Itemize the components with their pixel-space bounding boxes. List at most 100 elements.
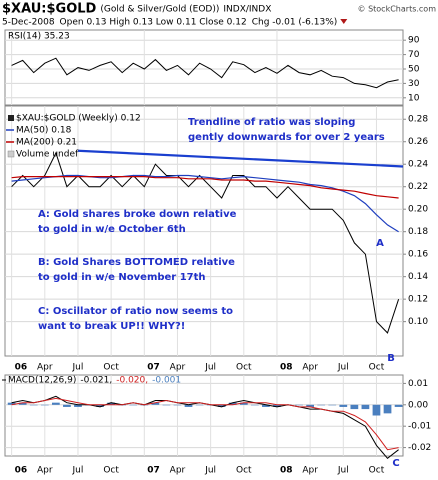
y-tick-label: 0.01 — [408, 379, 428, 389]
histogram-bar — [151, 402, 160, 405]
histogram-bar — [162, 404, 171, 406]
trendline — [77, 149, 404, 168]
histogram-bar — [250, 404, 259, 406]
histogram-bar — [394, 404, 403, 407]
histogram-bar — [383, 404, 392, 414]
y-tick-label: 0.26 — [408, 137, 428, 147]
histogram-bar — [372, 404, 381, 416]
x-tick-label: Jul — [72, 363, 84, 373]
histogram-bar — [74, 404, 82, 407]
histogram-bar — [273, 404, 281, 407]
x-tick-label: 08 — [280, 466, 293, 476]
annotation-marker: C — [392, 458, 399, 469]
x-tick-label: Apr — [170, 363, 186, 373]
x-tick-label: 06 — [15, 466, 28, 476]
series-line — [11, 174, 399, 233]
x-tick-label: Jul — [204, 466, 216, 476]
down-arrow — [340, 19, 348, 24]
histogram-bar — [18, 402, 27, 405]
y-tick-label: 0.20 — [408, 205, 428, 215]
x-tick-label: Jul — [72, 466, 84, 476]
annotation: want to break UP!! WHY?! — [38, 321, 185, 332]
histogram-bar — [306, 404, 315, 407]
legend-title: MACD(12,26,9) — [8, 376, 76, 386]
plot — [5, 106, 403, 356]
histogram-bar — [350, 404, 359, 410]
annotation: to gold in w/e November 17th — [38, 272, 206, 283]
histogram-bar — [262, 404, 270, 407]
legend-swatch — [8, 115, 14, 121]
legend-label: $XAU:$GOLD (Weekly) 0.12 — [16, 114, 141, 124]
histogram-bar — [328, 404, 337, 406]
y-tick-label: 0.00 — [408, 400, 428, 410]
x-tick-label: Apr — [37, 363, 53, 373]
y-tick-label: 90 — [408, 36, 420, 46]
series-line — [11, 151, 400, 334]
quote: Open 0.13 High 0.13 Low 0.11 Close 0.12 — [60, 18, 247, 28]
x-tick-label: Jul — [337, 363, 349, 373]
y-tick-label: 70 — [408, 50, 420, 60]
date: 5-Dec-2008 — [2, 18, 55, 28]
x-tick-label: 07 — [147, 363, 160, 373]
annotation: B: Gold Shares BOTTOMED relative — [38, 257, 235, 268]
histogram-bar — [295, 404, 303, 406]
y-tick-label: 50 — [408, 65, 420, 75]
histogram-bar — [7, 402, 16, 405]
source: © StockCharts.com — [358, 5, 437, 14]
histogram-bar — [173, 404, 182, 406]
x-tick-label: Oct — [369, 363, 385, 373]
annotation: C: Oscillator of ratio now seems to — [38, 306, 233, 317]
x-tick-label: Apr — [302, 363, 318, 373]
histogram-bar — [361, 404, 370, 410]
histogram-bar — [29, 404, 38, 406]
legend-label: RSI(14) 35.23 — [8, 32, 70, 42]
exchange: INDX/INDX — [223, 5, 271, 15]
histogram-bar — [228, 402, 237, 405]
annotation-marker: B — [387, 353, 395, 364]
x-tick-label: Jul — [337, 466, 349, 476]
y-tick-label: 0.16 — [408, 250, 428, 260]
x-tick-label: Jul — [204, 363, 216, 373]
histogram-bar — [339, 404, 348, 407]
y-tick-label: 0.18 — [408, 227, 428, 237]
panel-frame — [4, 374, 404, 457]
histogram-bar — [217, 404, 226, 407]
histogram-bar — [96, 404, 104, 407]
x-tick-label: Apr — [170, 466, 186, 476]
legend-label: MA(50) 0.18 — [16, 126, 72, 136]
series-line — [11, 176, 399, 199]
y-tick-label: 30 — [408, 79, 420, 89]
x-tick-label: Oct — [236, 363, 252, 373]
y-tick-label: 0.10 — [408, 317, 428, 327]
y-tick-label: 0.12 — [408, 295, 428, 305]
histogram-bar — [40, 404, 49, 406]
annotation: gently downwards for over 2 years — [188, 132, 385, 143]
plot — [5, 30, 403, 105]
annotation-marker: A — [376, 238, 384, 249]
histogram-bar — [107, 402, 116, 405]
series-line — [11, 397, 399, 451]
y-tick-label: -0.01 — [408, 422, 431, 432]
histogram-bar — [129, 404, 138, 406]
symbol: $XAU:$GOLD — [2, 2, 97, 17]
legend-label: -0.001 — [152, 376, 181, 386]
legend-label: Volume undef — [16, 150, 79, 160]
legend-swatch — [7, 150, 15, 158]
panel-frame — [4, 29, 404, 106]
histogram-bar — [184, 404, 193, 407]
x-tick-label: 06 — [15, 363, 28, 373]
annotation: A: Gold shares broke down relative — [38, 209, 237, 220]
x-tick-label: Apr — [37, 466, 53, 476]
change: Chg -0.01 (-6.13%) — [252, 18, 338, 28]
plot — [5, 375, 403, 459]
histogram-bar — [51, 402, 60, 405]
annotation: to gold in w/e October 6th — [38, 224, 186, 235]
histogram-bar — [239, 402, 248, 405]
legend-label: -0.020, — [116, 376, 148, 386]
legend-label: -0.021, — [80, 376, 112, 386]
histogram-bar — [63, 404, 71, 407]
x-tick-label: Oct — [236, 466, 252, 476]
histogram-bar — [317, 404, 326, 406]
x-tick-label: 08 — [280, 363, 293, 373]
histogram-bar — [195, 404, 204, 406]
